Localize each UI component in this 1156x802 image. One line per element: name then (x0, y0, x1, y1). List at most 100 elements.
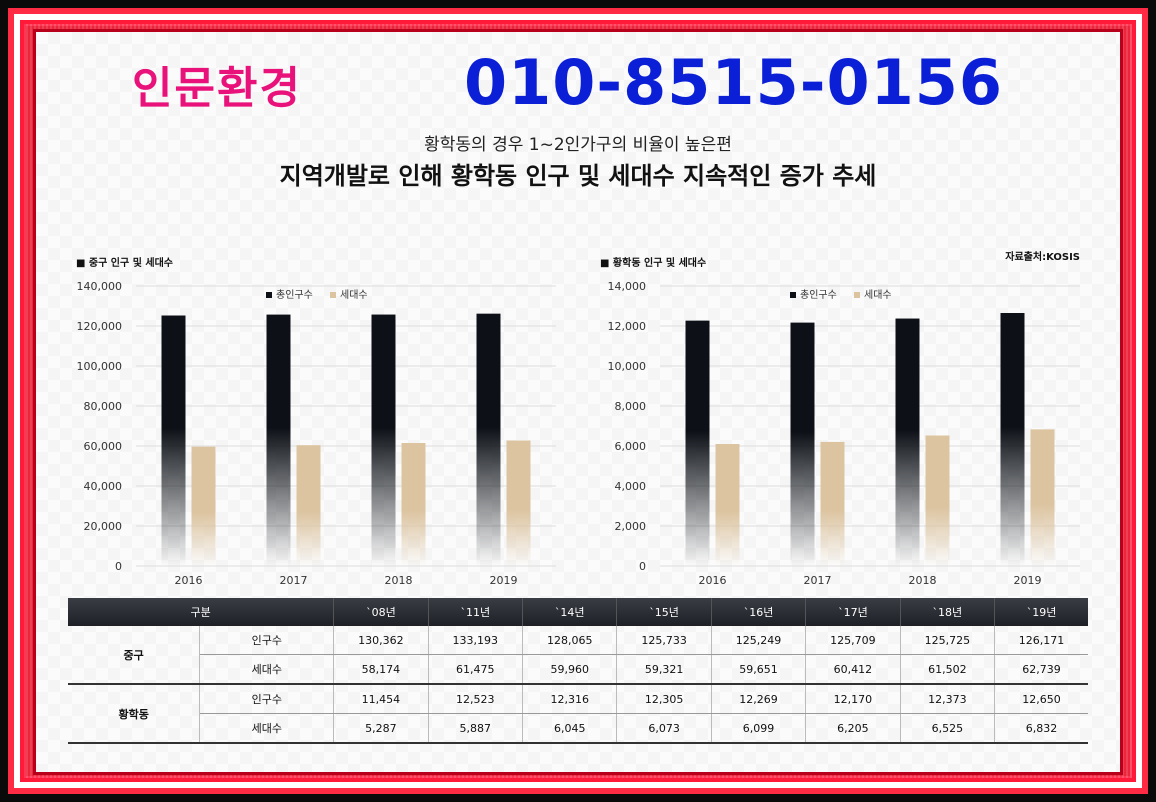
table-row: 황학동 인구수 11,454 12,523 12,316 12,305 12,269 12,1… (68, 684, 1088, 744)
y-tick-label: 8,000 (615, 400, 647, 413)
x-tick-label: 2019 (1014, 574, 1042, 587)
y-tick-label: 100,000 (77, 360, 123, 373)
y-tick-label: 20,000 (84, 520, 123, 533)
table-header-cell: `08년 (333, 598, 429, 626)
table-cell: 125,249 (711, 626, 807, 655)
table-cell: 133,193 (428, 626, 524, 655)
table-header-cell: `19년 (994, 598, 1088, 626)
bar-population (476, 313, 501, 566)
chart-title-junggu: ■ 중구 인구 및 세대수 (76, 258, 173, 269)
table-cell: 6,205 (805, 713, 901, 744)
x-tick-label: 2016 (699, 574, 727, 587)
table-cell: 12,650 (994, 684, 1088, 714)
y-tick-label: 12,000 (608, 320, 647, 333)
table-header-cell: `14년 (522, 598, 618, 626)
table-cell: 59,960 (522, 654, 618, 685)
table-cell: 125,725 (900, 626, 996, 655)
table-cell: 6,099 (711, 713, 807, 744)
table-row-label: 인구수 (199, 684, 335, 714)
table-header-cell: `11년 (428, 598, 524, 626)
table-row-label: 인구수 (199, 626, 335, 655)
table-cell: 62,739 (994, 654, 1088, 685)
source-note: 자료출처:KOSIS (1005, 252, 1080, 263)
table-group-cell: 중구 (68, 626, 201, 685)
bar-population (685, 320, 710, 566)
table-cell: 128,065 (522, 626, 618, 655)
legend-swatch-households (330, 292, 336, 298)
headline: 지역개발로 인해 황학동 인구 및 세대수 지속적인 증가 추세 (279, 162, 877, 190)
x-tick-label: 2017 (280, 574, 308, 587)
table-header-cell: `17년 (805, 598, 901, 626)
x-tick-label: 2016 (175, 574, 203, 587)
bar-households (296, 445, 321, 566)
y-tick-label: 60,000 (84, 440, 123, 453)
x-tick-label: 2018 (909, 574, 937, 587)
table-cell: 61,475 (428, 654, 524, 685)
y-tick-label: 10,000 (608, 360, 647, 373)
table-body: 중구 인구수 130,362 133,193 128,065 125,733 125,249… (68, 626, 1088, 744)
x-tick-label: 2018 (385, 574, 413, 587)
x-tick-label: 2019 (490, 574, 518, 587)
bar-population (895, 318, 920, 566)
table-cell: 5,887 (428, 713, 524, 744)
table-cell: 61,502 (900, 654, 996, 685)
brand-title: 인문환경 (132, 63, 302, 114)
bar-population (161, 315, 186, 566)
table-cell: 125,709 (805, 626, 901, 655)
bar-households (1030, 429, 1055, 566)
y-tick-label: 140,000 (77, 280, 123, 293)
y-tick-label: 80,000 (84, 400, 123, 413)
table-header-cell: 구분 (68, 598, 335, 626)
table-header-cell: `18년 (900, 598, 996, 626)
table-cell: 12,305 (616, 684, 712, 714)
table-cell: 126,171 (994, 626, 1088, 655)
legend-swatch-households (854, 292, 860, 298)
table-cell: 11,454 (333, 684, 429, 714)
bar-households (820, 441, 845, 566)
y-tick-label: 0 (115, 560, 122, 573)
bar-households (401, 442, 426, 566)
table-row: 세대수 5,287 5,887 6,045 6,073 6,099 6,205 6,525 6,… (68, 713, 1088, 744)
chart-title-hwanghak: ■ 황학동 인구 및 세대수 (600, 258, 707, 269)
table-cell: 125,733 (616, 626, 712, 655)
table-cell: 5,287 (333, 713, 429, 744)
bar-population (371, 314, 396, 566)
table-cell: 12,523 (428, 684, 524, 714)
bar-households (506, 440, 531, 566)
table-row-label: 세대수 (199, 713, 335, 744)
bar-population (1000, 313, 1025, 566)
table-cell: 60,412 (805, 654, 901, 685)
table-cell: 130,362 (333, 626, 429, 655)
poster: 인문환경 010-8515-0156 황학동의 경우 1~2인가구의 비율이 높… (36, 32, 1120, 772)
y-tick-label: 0 (639, 560, 646, 573)
bar-population (790, 322, 815, 566)
x-tick-label: 2017 (804, 574, 832, 587)
bar-households (925, 435, 950, 566)
table-header-cell: `15년 (616, 598, 712, 626)
legend-label: 세대수 (340, 289, 368, 301)
table-cell: 12,269 (711, 684, 807, 714)
bar-population (266, 314, 291, 566)
legend-label: 총인구수 (800, 289, 837, 301)
y-tick-label: 4,000 (615, 480, 647, 493)
chart-hwanghak: 0 2,000 4,000 6,000 8,000 10,000 12,000 14,000 2… (608, 280, 1080, 587)
legend-swatch-population (266, 292, 272, 298)
table-cell: 59,651 (711, 654, 807, 685)
legend-label: 세대수 (864, 289, 892, 301)
y-tick-label: 14,000 (608, 280, 647, 293)
table-cell: 58,174 (333, 654, 429, 685)
table-row-label: 세대수 (199, 654, 335, 685)
chart-junggu: 0 20,000 40,000 60,000 80,000 100,000 120,000 1… (77, 280, 556, 587)
table-cell: 12,373 (900, 684, 996, 714)
table-row: 세대수 58,174 61,475 59,960 59,321 59,651 60,412 6… (68, 654, 1088, 685)
y-tick-label: 2,000 (615, 520, 647, 533)
y-tick-label: 40,000 (84, 480, 123, 493)
subtitle: 황학동의 경우 1~2인가구의 비율이 높은편 (424, 135, 732, 155)
bar-households (191, 446, 216, 566)
y-tick-label: 120,000 (77, 320, 123, 333)
legend-swatch-population (790, 292, 796, 298)
table-cell: 6,073 (616, 713, 712, 744)
table-cell: 59,321 (616, 654, 712, 685)
table-cell: 6,525 (900, 713, 996, 744)
y-tick-label: 6,000 (615, 440, 647, 453)
